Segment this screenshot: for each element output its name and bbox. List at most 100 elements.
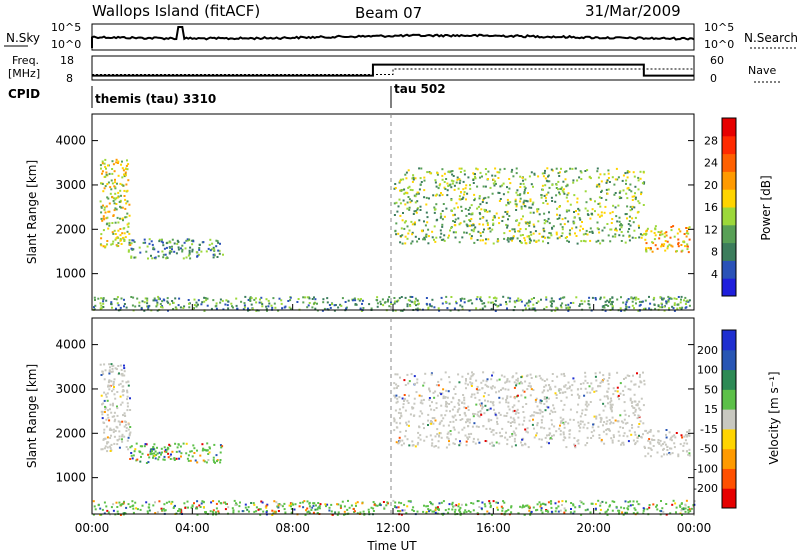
scatter-cell: [587, 214, 590, 216]
scatter-cell: [119, 199, 122, 202]
scatter-cell: [607, 172, 610, 175]
scatter-cell: [491, 192, 494, 195]
scatter-cell: [322, 298, 325, 301]
scatter-cell: [619, 224, 621, 227]
scatter-cell: [670, 244, 673, 247]
scatter-cell: [598, 437, 601, 439]
scatter-cell: [407, 424, 410, 427]
scatter-cell: [160, 447, 163, 450]
scatter-cell: [302, 301, 305, 304]
scatter-cell: [449, 183, 452, 186]
scatter-cell: [107, 409, 109, 412]
scatter-cell: [428, 197, 430, 200]
scatter-cell: [422, 398, 425, 401]
scatter-cell: [125, 506, 128, 509]
scatter-cell: [266, 503, 269, 506]
scatter-cell: [516, 189, 519, 192]
scatter-cell: [525, 430, 528, 433]
scatter-cell: [507, 201, 509, 204]
scatter-cell: [452, 220, 455, 222]
scatter-cell: [559, 388, 562, 391]
scatter-cell: [521, 382, 524, 385]
scatter-cell: [616, 390, 619, 393]
scatter-cell: [609, 422, 612, 425]
scatter-cell: [631, 195, 634, 198]
scatter-cell: [166, 446, 169, 449]
scatter-cell: [538, 374, 541, 377]
scatter-cell: [688, 508, 691, 511]
scatter-cell: [600, 380, 603, 383]
scatter-cell: [546, 396, 548, 399]
scatter-cell: [167, 452, 170, 455]
scatter-cell: [126, 405, 129, 408]
scatter-cell: [129, 431, 132, 434]
scatter-cell: [535, 432, 538, 435]
scatter-cell: [564, 217, 567, 220]
scatter-cell: [605, 433, 608, 436]
scatter-cell: [481, 307, 484, 310]
scatter-cell: [440, 404, 443, 407]
scatter-cell: [677, 453, 680, 456]
scatter-cell: [113, 170, 116, 173]
scatter-cell: [414, 221, 416, 224]
scatter-cell: [559, 509, 562, 512]
scatter-cell: [511, 376, 514, 379]
scatter-cell: [110, 243, 113, 246]
scatter-cell: [124, 198, 127, 201]
scatter-cell: [305, 509, 307, 512]
scatter-cell: [539, 505, 542, 508]
scatter-cell: [461, 401, 463, 404]
scatter-cell: [575, 210, 577, 212]
scatter-cell: [507, 296, 510, 299]
scatter-cell: [549, 412, 551, 415]
scatter-cell: [210, 248, 213, 251]
scatter-cell: [442, 388, 445, 391]
scatter-cell: [326, 503, 329, 506]
scatter-cell: [611, 416, 614, 419]
scatter-cell: [388, 296, 391, 298]
scatter-cell: [219, 451, 222, 454]
scatter-cell: [127, 250, 130, 253]
scatter-cell: [415, 193, 418, 196]
scatter-cell: [281, 307, 284, 310]
scatter-cell: [94, 304, 97, 307]
scatter-cell: [110, 301, 113, 304]
scatter-cell: [224, 501, 227, 504]
scatter-cell: [633, 175, 636, 178]
scatter-cell: [147, 308, 150, 311]
scatter-cell: [191, 243, 194, 246]
scatter-cell: [642, 204, 645, 206]
scatter-cell: [343, 510, 346, 513]
scatter-cell: [469, 418, 471, 421]
scatter-cell: [622, 174, 625, 177]
scatter-cell: [413, 414, 416, 417]
scatter-cell: [473, 241, 476, 244]
scatter-cell: [125, 168, 127, 171]
scatter-cell: [99, 200, 102, 203]
scatter-cell: [618, 509, 621, 512]
scatter-cell: [642, 307, 645, 310]
scatter-cell: [663, 453, 666, 456]
scatter-cell: [506, 198, 509, 201]
scatter-cell: [404, 173, 407, 176]
scatter-cell: [112, 503, 115, 506]
scatter-cell: [646, 432, 649, 435]
scatter-cell: [409, 299, 411, 302]
scatter-cell: [156, 446, 158, 449]
scatter-cell: [680, 308, 683, 311]
scatter-cell: [106, 509, 109, 512]
scatter-cell: [156, 301, 159, 304]
scatter-cell: [660, 444, 663, 447]
scatter-cell: [399, 214, 402, 217]
scatter-cell: [317, 506, 320, 509]
scatter-cell: [395, 506, 398, 509]
scatter-cell: [496, 171, 499, 174]
scatter-cell: [660, 500, 662, 502]
scatter-cell: [168, 500, 171, 503]
scatter-cell: [182, 442, 185, 445]
scatter-cell: [431, 510, 434, 513]
scatter-cell: [148, 304, 151, 307]
scatter-cell: [541, 172, 544, 175]
scatter-cell: [445, 178, 448, 180]
scatter-cell: [493, 215, 496, 217]
